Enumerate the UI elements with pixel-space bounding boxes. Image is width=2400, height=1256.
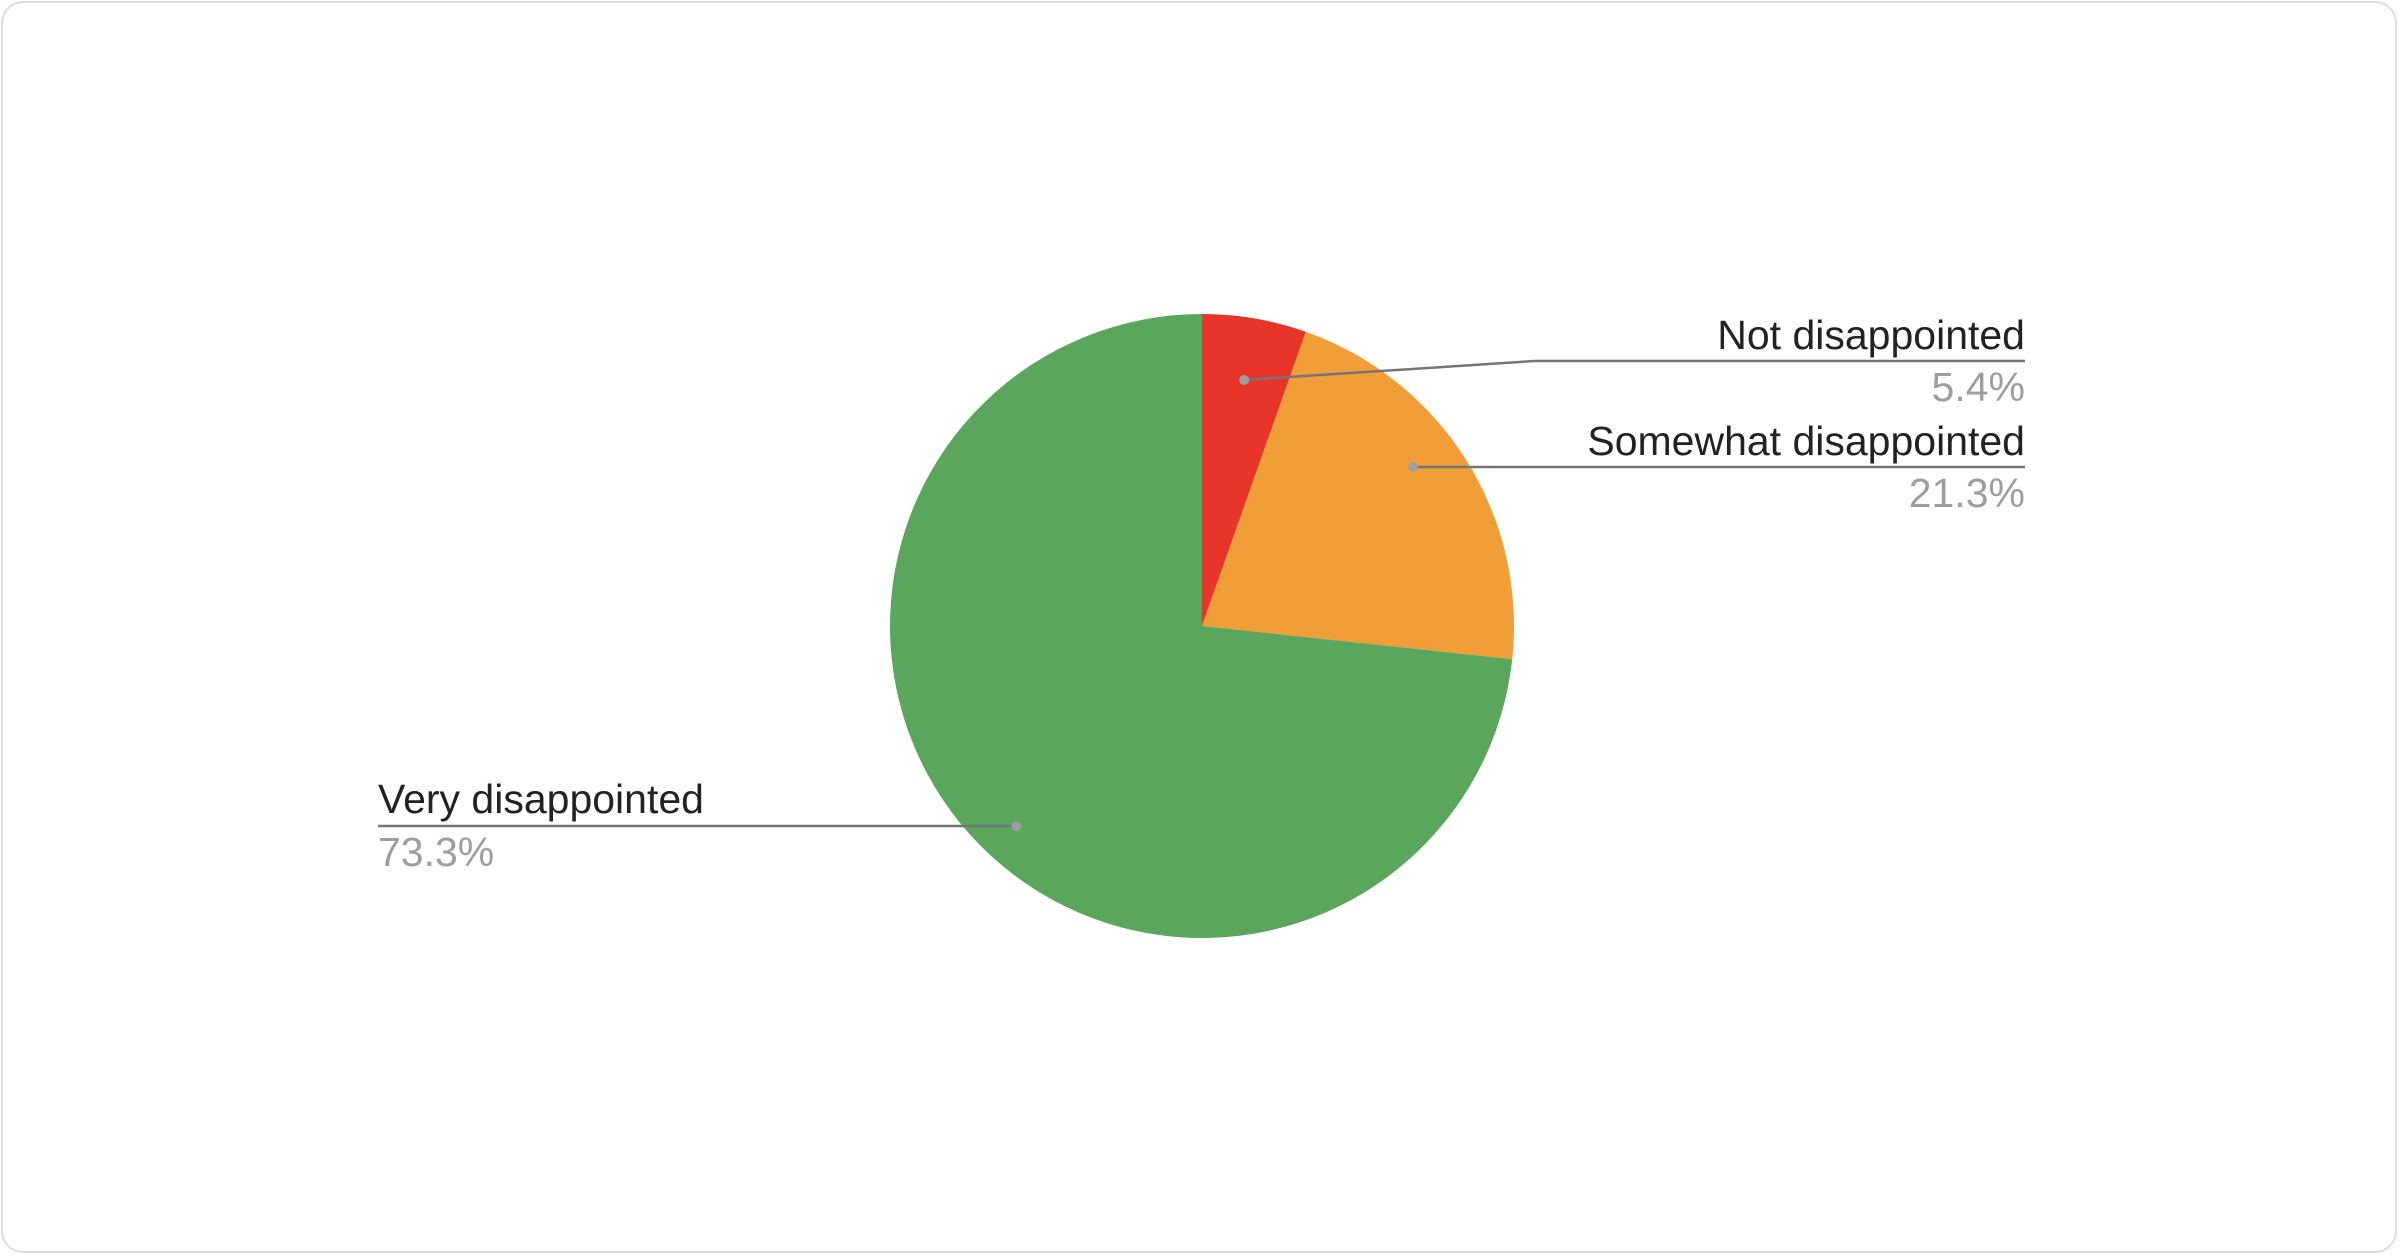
slice-label-not-disappointed: Not disappointed [1717,312,2025,358]
leader-dot [1408,462,1419,472]
leader-line [1244,359,2025,382]
leader-dot [1011,821,1022,831]
slice-percent-not-disappointed: 5.4% [1932,364,2025,410]
slice-label-somewhat-disappointed: Somewhat disappointed [1587,418,2025,464]
slice-label-very-disappointed: Very disappointed [378,776,704,822]
pie-slice-not-disappointed [1202,314,1306,626]
slice-percent-very-disappointed: 73.3% [378,829,494,875]
pie-slice-very-disappointed [889,314,1513,938]
pie-slice-somewhat-disappointed [1202,331,1514,660]
slice-percent-somewhat-disappointed: 21.3% [1909,470,2025,516]
leader-dot [1239,374,1250,385]
